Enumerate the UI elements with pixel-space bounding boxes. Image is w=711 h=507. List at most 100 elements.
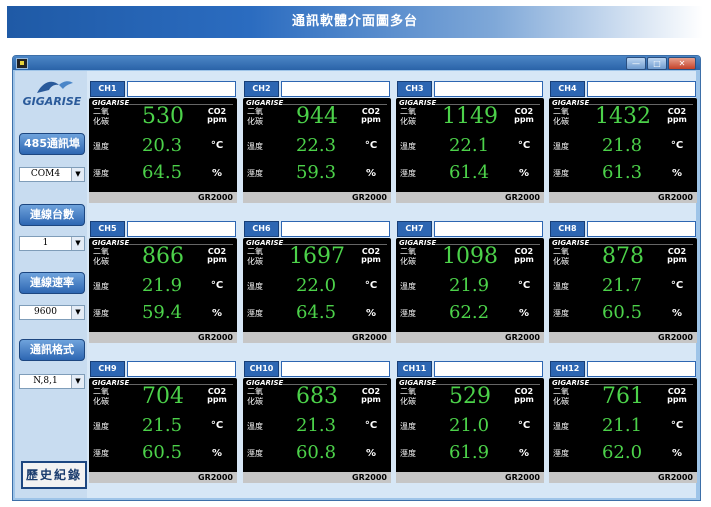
temperature-value: 20.3: [141, 135, 183, 156]
model-bar: GR2000: [549, 332, 697, 343]
dropdown-arrow-icon[interactable]: ▼: [71, 375, 84, 388]
channel-panel: CH9 GIGARISE 二氧 化碳 704 CO2 ppm 溫度 21.5 °C 溼度 60.5% G…: [89, 361, 237, 483]
temperature-unit: °C: [517, 280, 531, 291]
model-bar: GR2000: [243, 192, 391, 203]
channel-label[interactable]: CH3: [397, 81, 432, 97]
company-logo: GIGARISE: [19, 77, 85, 115]
model-label: GR2000: [505, 473, 540, 482]
maximize-button[interactable]: □: [647, 57, 667, 70]
channel-panel: CH12 GIGARISE 二氧 化碳 761 CO2 ppm 溫度 21.1 °C 溼度 62.0%…: [549, 361, 697, 483]
channel-label[interactable]: CH2: [244, 81, 279, 97]
channel-name-field[interactable]: [127, 81, 236, 97]
port-button[interactable]: 485通訊埠: [19, 133, 85, 155]
model-bar: GR2000: [396, 332, 544, 343]
model-bar: GR2000: [243, 332, 391, 343]
window-controls: — □ ✕: [626, 57, 696, 70]
connection-count-value: 1: [42, 238, 49, 248]
channel-name-field[interactable]: [127, 361, 236, 377]
model-bar: GR2000: [89, 192, 237, 203]
channel-name-field[interactable]: [281, 221, 390, 237]
port-select[interactable]: COM4 ▼: [19, 167, 85, 182]
sensor-display: GIGARISE 二氧 化碳 761 CO2 ppm 溫度 21.1 °C 溼度 62.0% GR20…: [549, 378, 697, 483]
channel-label[interactable]: CH7: [397, 221, 432, 237]
temperature-value: 21.3: [295, 415, 337, 436]
temperature-value: 22.3: [295, 135, 337, 156]
model-bar: GR2000: [396, 472, 544, 483]
channel-name-field[interactable]: [281, 361, 390, 377]
connection-count-select[interactable]: 1 ▼: [19, 236, 85, 251]
co2-label-line1: 二氧: [93, 107, 109, 116]
channel-label[interactable]: CH12: [550, 361, 585, 377]
channel-name-field[interactable]: [127, 221, 236, 237]
temperature-label: 溫度: [553, 422, 569, 431]
baud-rate-button[interactable]: 連線速率: [19, 272, 85, 294]
display-divider: [128, 384, 233, 385]
co2-label-line2: 化碳: [553, 397, 569, 406]
connection-count-button[interactable]: 連線台數: [19, 204, 85, 226]
channel-label[interactable]: CH11: [397, 361, 432, 377]
channel-name-field[interactable]: [587, 81, 696, 97]
temperature-unit: °C: [670, 140, 684, 151]
co2-label-line2: 化碳: [93, 257, 109, 266]
format-button[interactable]: 通訊格式: [19, 339, 85, 361]
co2-value: 866: [142, 244, 184, 269]
co2-label-line1: 二氧: [553, 387, 569, 396]
close-button[interactable]: ✕: [668, 57, 696, 70]
display-brand: GIGARISE: [399, 379, 437, 387]
channel-name-field[interactable]: [434, 81, 543, 97]
humidity-label: 溼度: [553, 169, 569, 178]
logo-text: GIGARISE: [22, 95, 82, 108]
humidity-value: 60.8: [295, 442, 337, 463]
co2-value: 704: [142, 384, 184, 409]
humidity-label: 溼度: [553, 449, 569, 458]
port-select-value: COM4: [30, 169, 61, 179]
co2-label-line2: 化碳: [400, 397, 416, 406]
co2-value: 1098: [442, 244, 498, 269]
humidity-label: 溼度: [400, 449, 416, 458]
channel-label[interactable]: CH5: [90, 221, 125, 237]
co2-value: 1697: [289, 244, 345, 269]
minimize-button[interactable]: —: [626, 57, 646, 70]
display-brand: GIGARISE: [92, 239, 130, 247]
display-brand: GIGARISE: [246, 99, 284, 107]
temperature-value: 21.0: [448, 415, 490, 436]
co2-unit-bottom: ppm: [361, 255, 381, 264]
channel-name-field[interactable]: [434, 221, 543, 237]
co2-value: 761: [602, 384, 644, 409]
humidity-value: 59.3: [295, 162, 337, 183]
humidity-value: 61.4: [448, 162, 490, 183]
channel-name-field[interactable]: [587, 361, 696, 377]
co2-label-line1: 二氧: [93, 387, 109, 396]
model-bar: GR2000: [396, 192, 544, 203]
sensor-display: GIGARISE 二氧 化碳 878 CO2 ppm 溫度 21.7 °C 溼度 60.5% GR20…: [549, 238, 697, 343]
history-button[interactable]: 歷史紀錄: [21, 461, 87, 489]
co2-unit-bottom: ppm: [667, 115, 687, 124]
sensor-display: GIGARISE 二氧 化碳 683 CO2 ppm 溫度 21.3 °C 溼度 60.8% GR20…: [243, 378, 391, 483]
channel-name-field[interactable]: [434, 361, 543, 377]
model-label: GR2000: [658, 193, 693, 202]
channel-label[interactable]: CH10: [244, 361, 279, 377]
channel-label[interactable]: CH9: [90, 361, 125, 377]
baud-rate-value: 9600: [34, 307, 57, 317]
sensor-display: GIGARISE 二氧 化碳 866 CO2 ppm 溫度 21.9 °C 溼度 59.4% GR20…: [89, 238, 237, 343]
model-bar: GR2000: [89, 472, 237, 483]
temperature-label: 溫度: [247, 282, 263, 291]
channel-label[interactable]: CH4: [550, 81, 585, 97]
format-select[interactable]: N,8,1 ▼: [19, 374, 85, 389]
co2-label-line2: 化碳: [247, 397, 263, 406]
display-divider: [588, 244, 693, 245]
model-label: GR2000: [505, 193, 540, 202]
humidity-unit: %: [518, 168, 530, 179]
channel-name-field[interactable]: [281, 81, 390, 97]
channel-name-field[interactable]: [587, 221, 696, 237]
display-brand: GIGARISE: [552, 379, 590, 387]
co2-value: 1149: [442, 104, 498, 129]
dropdown-arrow-icon[interactable]: ▼: [71, 237, 84, 250]
channel-label[interactable]: CH1: [90, 81, 125, 97]
dropdown-arrow-icon[interactable]: ▼: [71, 168, 84, 181]
baud-rate-select[interactable]: 9600 ▼: [19, 305, 85, 320]
dropdown-arrow-icon[interactable]: ▼: [71, 306, 84, 319]
channel-label[interactable]: CH6: [244, 221, 279, 237]
channel-label[interactable]: CH8: [550, 221, 585, 237]
sensor-display: GIGARISE 二氧 化碳 704 CO2 ppm 溫度 21.5 °C 溼度 60.5% GR20…: [89, 378, 237, 483]
